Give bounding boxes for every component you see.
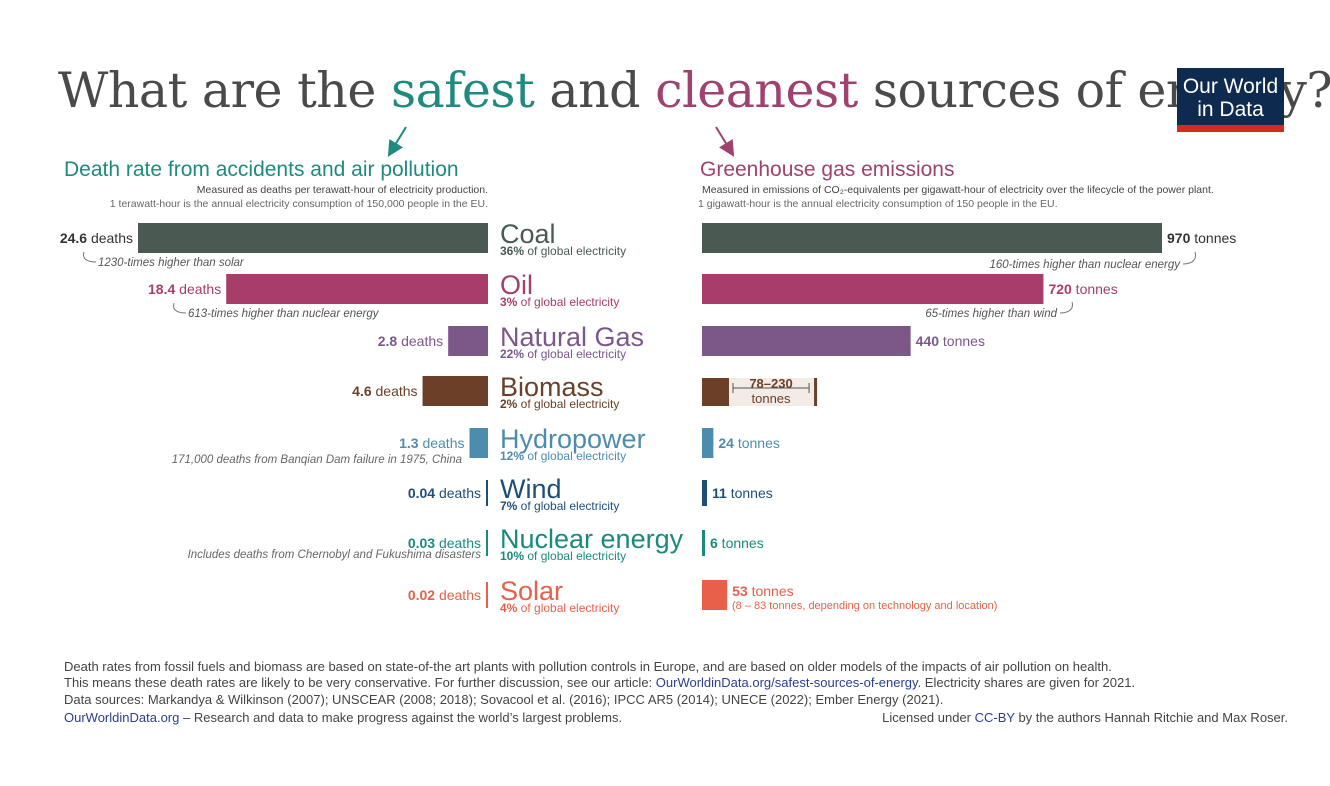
left-annotation: 1230-times higher than solar bbox=[98, 257, 245, 269]
right-value-label: 440 tonnes bbox=[916, 333, 985, 349]
right-bar bbox=[702, 428, 714, 458]
right-annotation: 160-times higher than nuclear energy bbox=[989, 259, 1181, 271]
source-name: Biomass bbox=[500, 372, 604, 402]
logo-line: in Data bbox=[1197, 98, 1264, 121]
source-share: 22% of global electricity bbox=[500, 347, 626, 361]
left-panel-title: Death rate from accidents and air pollut… bbox=[64, 158, 459, 181]
left-value-label: 0.03 deaths bbox=[408, 535, 481, 551]
biomass-range-label: 78–230 bbox=[749, 376, 792, 391]
right-bar bbox=[702, 378, 729, 406]
left-panel-subtitle: Measured as deaths per terawatt-hour of … bbox=[196, 184, 488, 196]
left-annotation: 613-times higher than nuclear energy bbox=[188, 308, 380, 320]
left-bar bbox=[486, 582, 488, 608]
footer-text: by the authors Hannah Ritchie and Max Ro… bbox=[1014, 710, 1288, 725]
left-bar bbox=[469, 428, 488, 458]
left-value-label: 2.8 deaths bbox=[378, 333, 443, 349]
title-cleanest: cleanest bbox=[655, 62, 858, 119]
source-name: Coal bbox=[500, 219, 556, 249]
source-share: 4% of global electricity bbox=[500, 601, 619, 615]
footer-line-4: OurWorldinData.org – Research and data t… bbox=[64, 710, 622, 725]
left-value-label: 4.6 deaths bbox=[352, 383, 417, 399]
source-share: 7% of global electricity bbox=[500, 499, 619, 513]
footer-line-2: This means these death rates are likely … bbox=[64, 675, 1135, 690]
left-annotation: Includes deaths from Chernobyl and Fukus… bbox=[188, 549, 482, 561]
source-name: Oil bbox=[500, 270, 533, 300]
right-value-label: 11 tonnes bbox=[712, 485, 773, 501]
source-share: 2% of global electricity bbox=[500, 397, 619, 411]
footer-text: . Electricity shares are given for 2021. bbox=[917, 675, 1136, 690]
right-value-label: 970 tonnes bbox=[1167, 230, 1236, 246]
left-annotation: 171,000 deaths from Banqian Dam failure … bbox=[172, 454, 462, 466]
left-value-label: 1.3 deaths bbox=[399, 435, 464, 451]
right-annotation: 65-times higher than wind bbox=[925, 308, 1057, 320]
license-text: Licensed under CC-BY by the authors Hann… bbox=[882, 710, 1288, 725]
left-value-label: 0.04 deaths bbox=[408, 485, 481, 501]
footer-text: This means these death rates are likely … bbox=[64, 675, 656, 690]
left-bar bbox=[486, 480, 488, 506]
source-share: 10% of global electricity bbox=[500, 549, 626, 563]
right-bar bbox=[702, 580, 728, 610]
footer-text: – Research and data to make progress aga… bbox=[179, 710, 623, 725]
title-part: and bbox=[534, 62, 656, 119]
cleanest-arrow bbox=[715, 126, 735, 157]
left-bar bbox=[486, 530, 488, 556]
right-value-label: 53 tonnes bbox=[732, 583, 794, 599]
right-panel-note: 1 gigawatt-hour is the annual electricit… bbox=[698, 198, 1058, 210]
footer-line-1: Death rates from fossil fuels and biomas… bbox=[64, 659, 1112, 674]
right-value-label: 6 tonnes bbox=[710, 535, 764, 551]
source-name: Solar bbox=[500, 576, 563, 606]
annotation-arrow bbox=[83, 251, 97, 263]
page-title: What are the safest and cleanest sources… bbox=[58, 62, 1330, 119]
title-safest: safest bbox=[390, 62, 535, 119]
source-share: 36% of global electricity bbox=[500, 244, 626, 258]
left-panel-note: 1 terawatt-hour is the annual electricit… bbox=[109, 198, 488, 210]
annotation-arrow bbox=[1059, 301, 1073, 314]
source-share: 12% of global electricity bbox=[500, 449, 626, 463]
left-bar bbox=[422, 376, 488, 406]
right-value-label: 720 tonnes bbox=[1048, 281, 1117, 297]
right-bar bbox=[702, 326, 911, 356]
source-name: Nuclear energy bbox=[500, 524, 684, 554]
left-bar bbox=[138, 223, 488, 253]
annotation-arrow bbox=[173, 302, 187, 314]
left-bar bbox=[226, 274, 489, 304]
right-bar bbox=[702, 480, 707, 506]
right-annotation: (8 – 83 tonnes, depending on technology … bbox=[732, 600, 997, 612]
biomass-range-end bbox=[814, 378, 818, 406]
left-value-label: 24.6 deaths bbox=[60, 230, 133, 246]
right-panel-title: Greenhouse gas emissions bbox=[700, 158, 955, 181]
left-value-label: 0.02 deaths bbox=[408, 587, 481, 603]
logo-line: Our World bbox=[1182, 75, 1279, 98]
source-name: Natural Gas bbox=[500, 322, 644, 352]
biomass-range-band bbox=[728, 378, 818, 406]
title-part: What are the bbox=[58, 62, 391, 119]
right-bar bbox=[702, 274, 1044, 304]
right-bar bbox=[702, 223, 1162, 253]
biomass-range-unit: tonnes bbox=[752, 391, 792, 406]
right-panel-subtitle: Measured in emissions of CO₂-equivalents… bbox=[702, 184, 1214, 196]
logo-bar bbox=[1177, 125, 1284, 132]
source-name: Hydropower bbox=[500, 424, 646, 454]
license-link[interactable]: CC-BY bbox=[974, 710, 1015, 725]
annotation-arrow bbox=[1182, 251, 1196, 265]
owid-link[interactable]: OurWorldinData.org bbox=[64, 710, 180, 725]
footer-text: Licensed under bbox=[882, 710, 975, 725]
left-bar bbox=[448, 326, 488, 356]
right-bar bbox=[702, 530, 705, 556]
left-value-label: 18.4 deaths bbox=[148, 281, 221, 297]
owid-logo: Our World in Data bbox=[1177, 68, 1284, 132]
safest-arrow bbox=[387, 126, 407, 157]
right-value-label: 24 tonnes bbox=[718, 435, 780, 451]
footer-line-3: Data sources: Markandya & Wilkinson (200… bbox=[64, 692, 944, 707]
source-name: Wind bbox=[500, 474, 562, 504]
article-link[interactable]: OurWorldinData.org/safest-sources-of-ene… bbox=[655, 675, 918, 690]
source-share: 3% of global electricity bbox=[500, 295, 619, 309]
